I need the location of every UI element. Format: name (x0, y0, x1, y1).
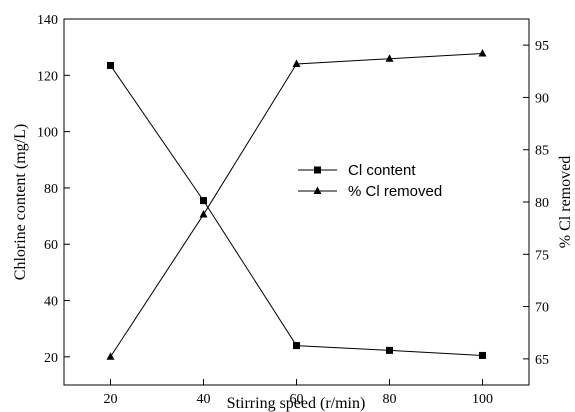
left-y-tick-label-80: 80 (44, 182, 58, 197)
x-tick-label-40: 40 (197, 392, 211, 407)
left-y-tick-label-40: 40 (44, 295, 58, 310)
point-cl-content-80 (386, 346, 393, 354)
right-y-tick-label-85: 85 (535, 144, 549, 159)
axis-ticks: 20 40 60 80 100 20 40 60 80 100 120 140 65 70 75 80 85 90… (37, 13, 549, 407)
right-y-tick-label-70: 70 (535, 301, 549, 316)
point-cl-removed-40 (199, 210, 208, 218)
point-cl-removed-20 (106, 352, 115, 360)
legend-marker-triangle (313, 186, 322, 194)
left-y-tick-label-120: 120 (37, 69, 58, 84)
right-y-tick-label-95: 95 (535, 39, 549, 54)
x-tick-label-60: 60 (290, 392, 304, 407)
series-line-cl-content (110, 65, 483, 356)
right-y-tick-label-75: 75 (535, 248, 549, 263)
right-y-tick-label-90: 90 (535, 91, 549, 106)
series-line-cl-removed (110, 53, 483, 358)
point-cl-content-100 (479, 351, 486, 359)
point-cl-content-20 (107, 61, 114, 69)
right-y-axis-title: % Cl removed (557, 156, 574, 248)
point-cl-content-60 (293, 342, 300, 350)
left-y-tick-label-60: 60 (44, 238, 58, 253)
x-tick-label-20: 20 (104, 392, 118, 407)
point-cl-removed-60 (292, 59, 301, 67)
point-cl-removed-80 (385, 54, 394, 62)
plot-frame (63, 18, 530, 386)
x-axis-title: Stirring speed (r/min) (227, 395, 366, 412)
left-y-axis-title: Chlorine content (mg/L) (12, 124, 29, 280)
x-tick-label-100: 100 (472, 392, 493, 407)
legend-marker-square (314, 166, 321, 174)
left-y-tick-label-20: 20 (44, 351, 58, 366)
right-y-tick-label-80: 80 (535, 196, 549, 211)
series-layer (106, 49, 487, 360)
legend-label-cl-removed: % Cl removed (348, 183, 442, 200)
point-cl-content-40 (200, 197, 207, 205)
legend: Cl content % Cl removed (298, 162, 442, 200)
left-y-tick-label-100: 100 (37, 126, 58, 141)
right-y-tick-label-65: 65 (535, 353, 549, 368)
legend-label-cl-content: Cl content (348, 162, 416, 179)
x-tick-label-80: 80 (383, 392, 397, 407)
point-cl-removed-100 (478, 49, 487, 57)
left-y-tick-label-140: 140 (37, 13, 58, 28)
